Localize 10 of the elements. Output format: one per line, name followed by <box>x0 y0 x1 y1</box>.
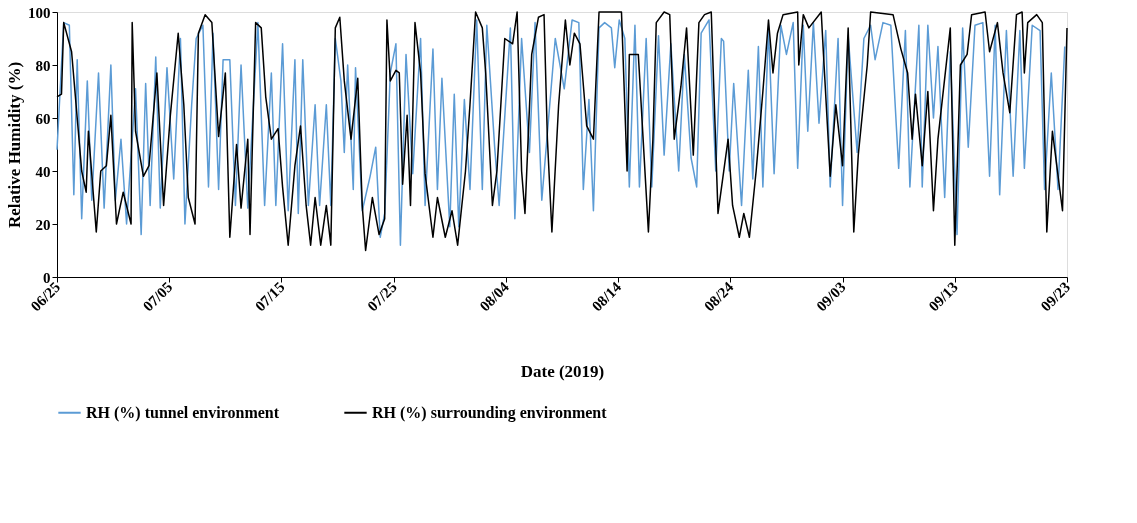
y-tick-label: 40 <box>35 163 51 180</box>
y-axis-title: Relative Humidity (%) <box>5 61 24 229</box>
y-tick-label: 80 <box>35 57 51 74</box>
y-tick-label: 20 <box>35 216 51 233</box>
y-tick-label: 100 <box>28 4 51 21</box>
legend-label: RH (%) tunnel environment <box>86 403 280 422</box>
y-tick-label: 60 <box>35 110 51 127</box>
legend-label: RH (%) surrounding environment <box>372 403 608 422</box>
y-tick-label: 0 <box>43 269 51 286</box>
x-axis-title: Date (2019) <box>520 362 605 382</box>
